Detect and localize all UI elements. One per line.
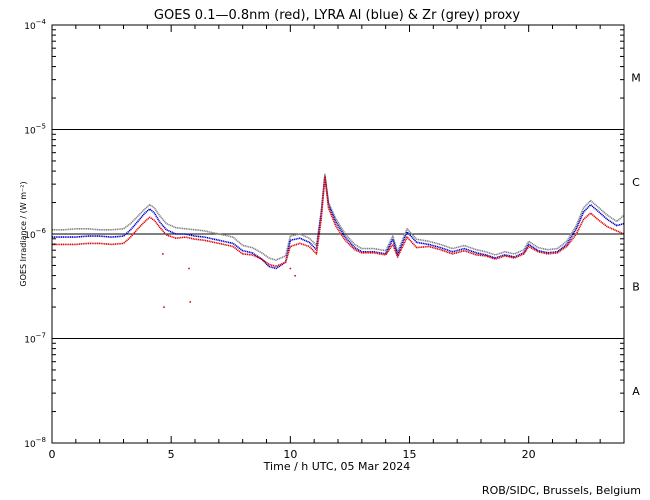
credit-text: ROB/SIDC, Brussels, Belgium [482,484,641,497]
y-axis: 10−8 10−7 10−6 10−5 10−4 [24,18,624,450]
outlier-point [161,252,164,255]
flare-class-lines [52,129,624,339]
outlier-point [189,301,192,303]
y-axis-label: GOES Irradiance / (W m⁻²) [19,181,28,286]
y-tick-label: 10−5 [24,123,46,137]
outlier-point [163,306,165,309]
outlier-point [294,274,296,277]
outlier-point [289,267,292,270]
x-axis-label: Time / h UTC, 05 Mar 2024 [263,460,411,473]
x-tick-label: 5 [168,448,175,461]
flare-class-label: M [631,71,641,84]
flare-class-label: A [632,385,640,398]
y-tick-label: 10−4 [24,18,46,32]
y-tick-label: 10−7 [24,332,46,346]
series-line [52,175,625,270]
x-tick-label: 15 [403,448,417,461]
chart-title: GOES 0.1—0.8nm (red), LYRA Al (blue) & Z… [154,8,520,23]
y-tick-label: 10−8 [24,436,46,450]
series-layer [52,173,625,309]
x-axis: 0 5 10 15 20 [49,25,625,461]
flare-class-label: B [632,280,640,293]
flare-class-label: C [632,176,640,189]
x-tick-label: 20 [522,448,536,461]
x-tick-label: 0 [49,448,56,461]
series-line [52,173,625,261]
x-tick-label: 10 [283,448,297,461]
y-tick-label: 10−6 [24,227,46,241]
series-line [52,175,625,268]
flare-class-labels: A B C M [631,71,641,398]
outlier-point [188,267,190,270]
